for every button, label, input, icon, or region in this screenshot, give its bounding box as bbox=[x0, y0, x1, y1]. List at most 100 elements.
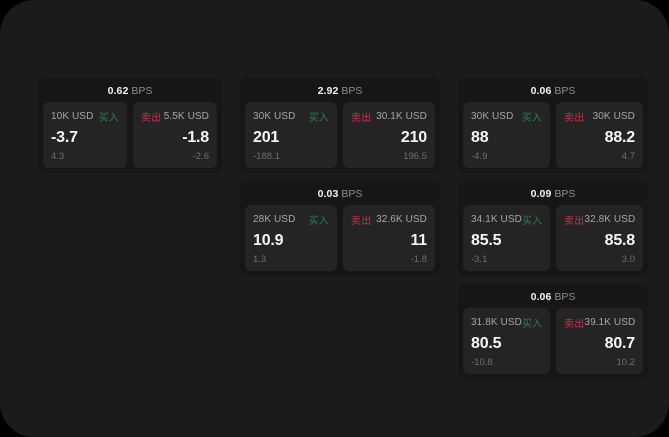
panel-header-row: 卖出 32.6K USD bbox=[351, 212, 427, 227]
card-header: 0.06 BPS bbox=[463, 290, 643, 308]
card-header: 0.06 BPS bbox=[463, 84, 643, 102]
panel-header-row: 30K USD 买入 bbox=[471, 109, 542, 124]
price-value: -3.7 bbox=[51, 128, 78, 146]
price-value: 88.2 bbox=[604, 128, 636, 146]
card-header: 0.03 BPS bbox=[245, 187, 435, 205]
spread-unit: BPS bbox=[341, 85, 363, 97]
sub-value: 4.7 bbox=[621, 151, 635, 162]
side-label-buy: 买入 bbox=[98, 113, 119, 124]
price-value: -1.8 bbox=[182, 128, 209, 146]
price-value: 85.5 bbox=[471, 231, 502, 249]
quote-panel-buy[interactable]: 28K USD 买入 10.9 1.3 bbox=[245, 205, 337, 271]
order-size-label: 10K USD bbox=[51, 111, 94, 122]
sub-value: 1.3 bbox=[253, 254, 267, 265]
sub-value: -188.1 bbox=[253, 151, 280, 162]
quote-panel-sell[interactable]: 卖出 32.6K USD 11 -1.8 bbox=[343, 205, 435, 271]
quote-panel-sell[interactable]: 卖出 30K USD 88.2 4.7 bbox=[556, 102, 643, 168]
sub-value: -2.6 bbox=[192, 151, 209, 162]
card-header: 0.62 BPS bbox=[43, 84, 217, 102]
order-size-label: 34.1K USD bbox=[471, 214, 522, 225]
card-header: 0.09 BPS bbox=[463, 187, 643, 205]
spread-value: 0.62 bbox=[107, 85, 129, 97]
panel-pair: 30K USD 买入 201 -188.1 卖出 30.1K USD 210 196.5 bbox=[245, 102, 435, 168]
sub-value: -1.8 bbox=[410, 254, 427, 265]
side-label-sell: 卖出 bbox=[564, 113, 585, 124]
sub-value: 10.2 bbox=[616, 357, 636, 368]
order-size-label: 30K USD bbox=[471, 111, 514, 122]
spread-value: 0.06 bbox=[530, 85, 552, 97]
column-3: 0.06 BPS 30K USD 买入 88 -4.9 卖出 30K USD 88.2 4.7 0.… bbox=[458, 78, 648, 379]
quote-card[interactable]: 0.06 BPS 31.8K USD 买入 80.5 -10.8 卖出 39.1K USD 80… bbox=[458, 284, 648, 379]
panel-header-row: 卖出 5.5K USD bbox=[141, 109, 209, 124]
sub-value: 196.5 bbox=[403, 151, 427, 162]
panel-header-row: 卖出 30.1K USD bbox=[351, 109, 427, 124]
order-size-label: 32.8K USD bbox=[584, 214, 636, 225]
order-size-label: 30K USD bbox=[592, 111, 635, 122]
column-1: 0.62 BPS 10K USD 买入 -3.7 4.3 卖出 5.5K USD -1.8 -2.… bbox=[38, 78, 222, 379]
card-header: 2.92 BPS bbox=[245, 84, 435, 102]
side-label-buy: 买入 bbox=[308, 216, 329, 227]
panel-header-row: 卖出 32.8K USD bbox=[564, 212, 635, 227]
price-value: 210 bbox=[400, 128, 427, 146]
side-label-buy: 买入 bbox=[521, 319, 543, 330]
side-label-sell: 卖出 bbox=[351, 113, 372, 124]
price-value: 10.9 bbox=[253, 231, 284, 249]
spread-value: 0.06 bbox=[530, 291, 552, 303]
panel-header-row: 10K USD 买入 bbox=[51, 109, 119, 124]
panel-pair: 28K USD 买入 10.9 1.3 卖出 32.6K USD 11 -1.8 bbox=[245, 205, 435, 271]
sub-value: 4.3 bbox=[51, 151, 65, 162]
order-size-label: 30.1K USD bbox=[376, 111, 427, 122]
price-value: 80.7 bbox=[604, 334, 636, 352]
side-label-buy: 买入 bbox=[521, 216, 543, 227]
quote-card[interactable]: 0.03 BPS 28K USD 买入 10.9 1.3 卖出 32.6K USD 11 -1.8 bbox=[240, 181, 440, 276]
panel-header-row: 31.8K USD 买入 bbox=[471, 315, 542, 330]
panel-pair: 30K USD 买入 88 -4.9 卖出 30K USD 88.2 4.7 bbox=[463, 102, 643, 168]
side-label-sell: 卖出 bbox=[564, 319, 585, 330]
spread-unit: BPS bbox=[131, 85, 153, 97]
price-value: 80.5 bbox=[471, 334, 502, 352]
spread-unit: BPS bbox=[341, 188, 363, 200]
quote-panel-buy[interactable]: 30K USD 买入 201 -188.1 bbox=[245, 102, 337, 168]
panel-pair: 34.1K USD 买入 85.5 -3.1 卖出 32.8K USD 85.8 3.0 bbox=[463, 205, 643, 271]
spread-value: 0.09 bbox=[530, 188, 552, 200]
quote-panel-buy[interactable]: 34.1K USD 买入 85.5 -3.1 bbox=[463, 205, 550, 271]
price-value: 201 bbox=[253, 128, 280, 146]
sub-value: 3.0 bbox=[621, 254, 635, 265]
quote-panel-sell[interactable]: 卖出 39.1K USD 80.7 10.2 bbox=[556, 308, 643, 374]
order-size-label: 28K USD bbox=[253, 214, 296, 225]
quote-panel-buy[interactable]: 10K USD 买入 -3.7 4.3 bbox=[43, 102, 127, 168]
panel-header-row: 卖出 39.1K USD bbox=[564, 315, 635, 330]
quote-card[interactable]: 2.92 BPS 30K USD 买入 201 -188.1 卖出 30.1K USD 210 1… bbox=[240, 78, 440, 173]
panel-header-row: 34.1K USD 买入 bbox=[471, 212, 542, 227]
quote-card[interactable]: 0.62 BPS 10K USD 买入 -3.7 4.3 卖出 5.5K USD -1.8 -2.… bbox=[38, 78, 222, 173]
spread-unit: BPS bbox=[554, 85, 576, 97]
panel-header-row: 28K USD 买入 bbox=[253, 212, 329, 227]
quote-panel-sell[interactable]: 卖出 32.8K USD 85.8 3.0 bbox=[556, 205, 643, 271]
quote-card[interactable]: 0.06 BPS 30K USD 买入 88 -4.9 卖出 30K USD 88.2 4.7 bbox=[458, 78, 648, 173]
quote-card[interactable]: 0.09 BPS 34.1K USD 买入 85.5 -3.1 卖出 32.8K USD 85.… bbox=[458, 181, 648, 276]
quote-panel-sell[interactable]: 卖出 30.1K USD 210 196.5 bbox=[343, 102, 435, 168]
sub-value: -4.9 bbox=[471, 151, 488, 162]
quote-panel-buy[interactable]: 31.8K USD 买入 80.5 -10.8 bbox=[463, 308, 550, 374]
price-value: 85.8 bbox=[604, 231, 636, 249]
panel-header-row: 卖出 30K USD bbox=[564, 109, 635, 124]
quote-card-grid: 0.62 BPS 10K USD 买入 -3.7 4.3 卖出 5.5K USD -1.8 -2.… bbox=[38, 78, 648, 379]
spread-value: 0.03 bbox=[317, 188, 339, 200]
quote-panel-buy[interactable]: 30K USD 买入 88 -4.9 bbox=[463, 102, 550, 168]
spread-unit: BPS bbox=[554, 188, 576, 200]
side-label-sell: 卖出 bbox=[564, 216, 585, 227]
order-size-label: 5.5K USD bbox=[163, 111, 209, 122]
panel-pair: 10K USD 买入 -3.7 4.3 卖出 5.5K USD -1.8 -2.6 bbox=[43, 102, 217, 168]
side-label-sell: 卖出 bbox=[351, 216, 372, 227]
panel-header-row: 30K USD 买入 bbox=[253, 109, 329, 124]
sub-value: -3.1 bbox=[471, 254, 488, 265]
panel-pair: 31.8K USD 买入 80.5 -10.8 卖出 39.1K USD 80.7 10.2 bbox=[463, 308, 643, 374]
quote-panel-sell[interactable]: 卖出 5.5K USD -1.8 -2.6 bbox=[133, 102, 217, 168]
column-2: 2.92 BPS 30K USD 买入 201 -188.1 卖出 30.1K USD 210 1… bbox=[240, 78, 440, 379]
spread-unit: BPS bbox=[554, 291, 576, 303]
side-label-buy: 买入 bbox=[521, 113, 542, 124]
price-value: 88 bbox=[471, 128, 489, 146]
order-size-label: 31.8K USD bbox=[471, 317, 522, 328]
price-value: 11 bbox=[410, 231, 427, 249]
